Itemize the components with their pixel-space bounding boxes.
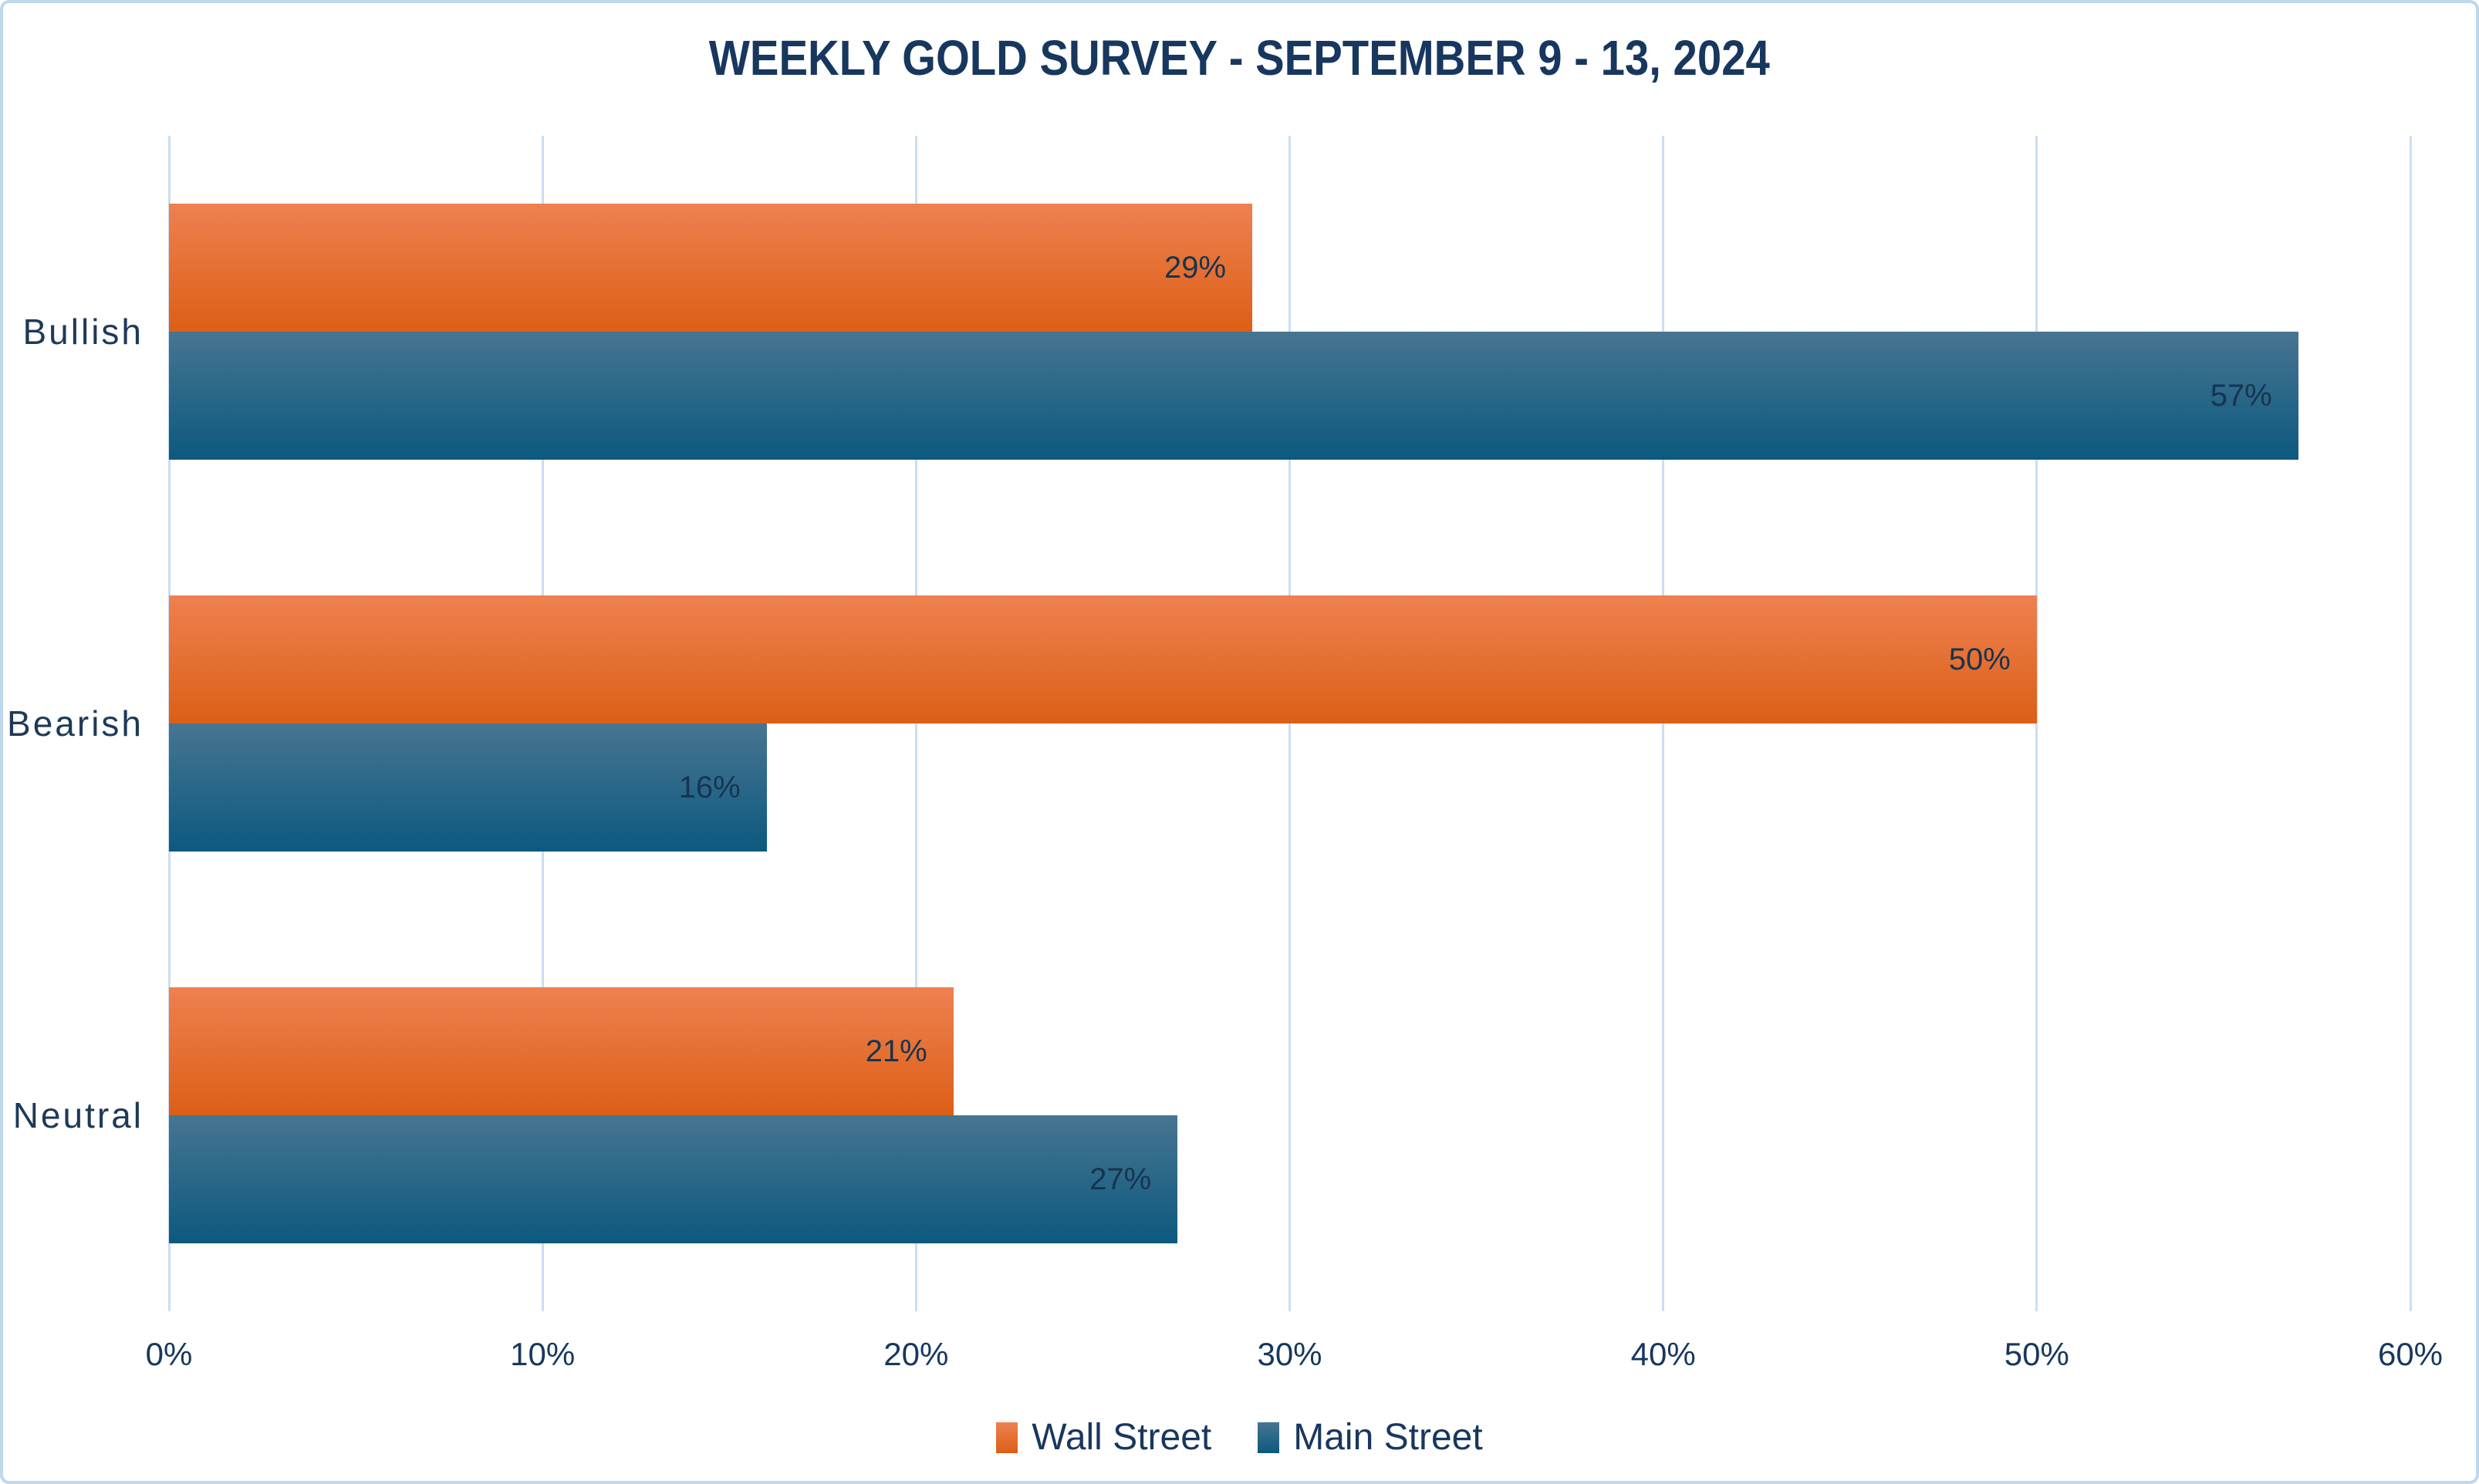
bar-value-label-bullish-main-street: 57% [2210,378,2272,413]
x-tick-label-50-: 50% [2004,1336,2069,1372]
category-label-bearish: Bearish [7,703,144,744]
gridline-60- [2409,136,2412,1311]
bar-value-label-bearish-main-street: 16% [678,770,741,804]
legend-item-main-street: Main Street [1258,1416,1483,1459]
legend-item-wall-street: Wall Street [996,1416,1211,1459]
bar-value-label-neutral-main-street: 27% [1089,1162,1152,1196]
bar-value-label-bullish-wall-street: 29% [1164,250,1227,285]
bar-neutral-wall-street: 21% [169,987,954,1115]
bar-bearish-main-street: 16% [169,723,767,852]
bar-bullish-main-street: 57% [169,332,2298,460]
bar-value-label-neutral-wall-street: 21% [865,1034,927,1068]
x-tick-label-0-: 0% [145,1336,193,1372]
bar-bearish-wall-street: 50% [169,595,2037,723]
bar-bullish-wall-street: 29% [169,204,1253,332]
chart-title: WEEKLY GOLD SURVEY - SEPTEMBER 9 - 13, 2… [0,29,2479,86]
x-tick-label-30-: 30% [1257,1336,1322,1372]
x-tick-label-10-: 10% [510,1336,576,1372]
gridline-20- [914,136,917,1311]
legend-label-main-street: Main Street [1293,1417,1483,1458]
category-label-bullish: Bullish [22,312,144,352]
x-tick-label-40-: 40% [1630,1336,1696,1372]
bar-neutral-main-street: 27% [169,1115,1178,1243]
gridline-40- [1662,136,1665,1311]
legend-swatch-main-street-icon [1258,1422,1280,1453]
legend: Wall Street Main Street [0,1416,2479,1459]
plot-area: 29% 57% 50% 16% 21% 27% [167,136,2412,1311]
gridline-30- [1288,136,1291,1311]
bar-value-label-bearish-wall-street: 50% [1948,642,2011,676]
legend-label-wall-street: Wall Street [1032,1417,1212,1458]
x-tick-label-20-: 20% [883,1336,949,1372]
legend-swatch-wall-street-icon [996,1422,1018,1453]
category-label-neutral: Neutral [12,1095,144,1135]
x-tick-label-60-: 60% [2377,1336,2444,1372]
chart-title-text: WEEKLY GOLD SURVEY - SEPTEMBER 9 - 13, 2… [708,30,1771,86]
gridline-50- [2035,136,2038,1311]
